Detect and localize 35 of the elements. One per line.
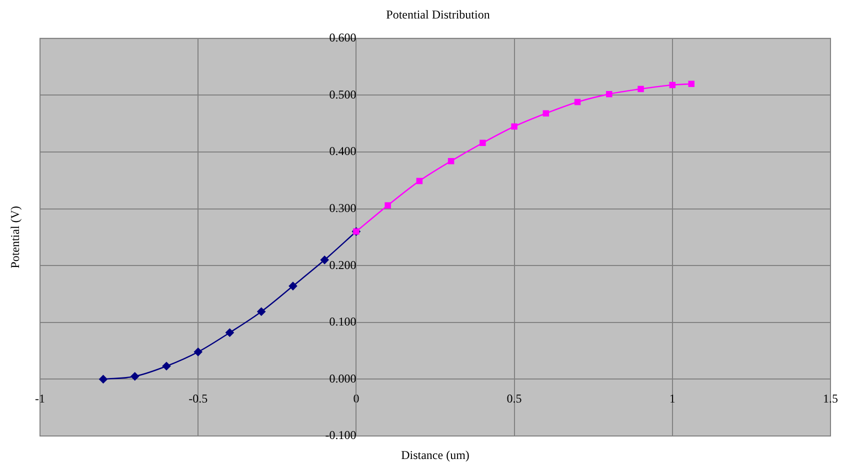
y-axis-title: Potential (V) <box>8 206 22 268</box>
point <box>320 256 329 264</box>
point <box>226 328 234 337</box>
y-tick-label: 0.200 <box>329 258 356 272</box>
point <box>384 202 391 209</box>
point <box>194 348 202 356</box>
chart-title: Potential Distribution <box>386 7 490 22</box>
point <box>130 372 140 381</box>
point <box>448 158 454 164</box>
point <box>511 123 518 130</box>
y-tick-label: 0.500 <box>329 87 356 102</box>
point <box>688 80 694 87</box>
x-axis-title: Distance (um) <box>401 448 470 462</box>
x-tick-label: 0.5 <box>506 392 522 406</box>
x-tick-label: -0.5 <box>188 392 208 406</box>
point <box>99 375 108 384</box>
x-tick-label: 1 <box>669 392 676 406</box>
point <box>638 86 644 92</box>
point <box>416 178 423 184</box>
point <box>480 140 486 146</box>
point <box>288 282 298 290</box>
y-tick-label: -0.100 <box>325 428 356 442</box>
y-tick-label: 0.100 <box>329 314 356 329</box>
y-tick-label: 0.400 <box>329 144 356 158</box>
y-tick-label: 0.300 <box>329 200 356 215</box>
point <box>162 362 171 370</box>
y-tick-label: 0.000 <box>329 371 356 386</box>
x-tick-label: -1 <box>35 392 45 406</box>
x-tick-label: 1.5 <box>823 392 838 406</box>
point <box>257 307 266 316</box>
y-tick-label: 0.600 <box>329 30 356 45</box>
point <box>542 110 550 116</box>
point <box>606 90 612 98</box>
point <box>669 82 676 88</box>
point <box>574 98 581 106</box>
